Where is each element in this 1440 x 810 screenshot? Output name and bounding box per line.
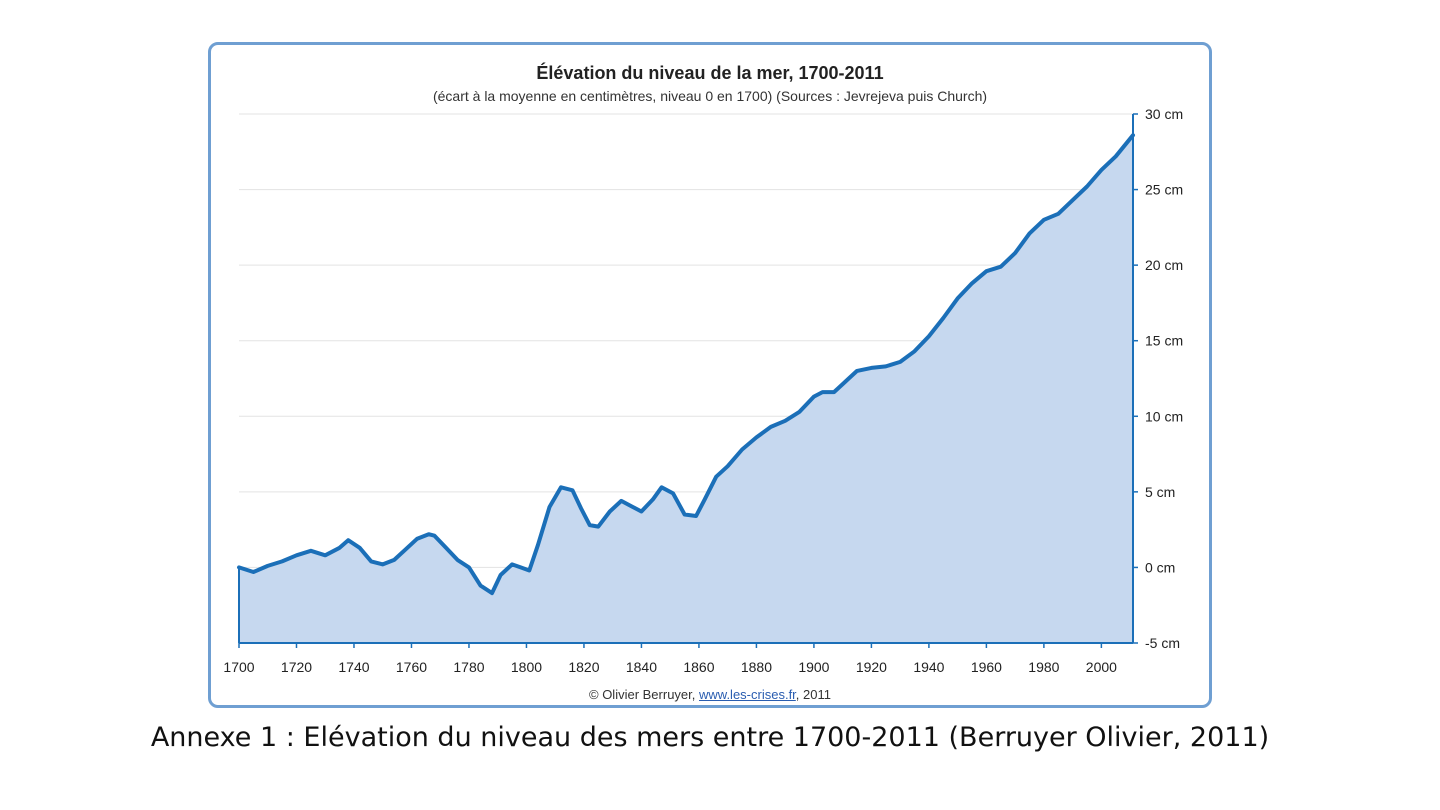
x-tick-label: 1760: [396, 659, 427, 675]
x-tick-label: 1800: [511, 659, 542, 675]
x-tick-label: 2000: [1086, 659, 1117, 675]
series-area: [239, 135, 1133, 643]
x-tick-label: 1860: [683, 659, 714, 675]
x-tick-label: 1960: [971, 659, 1002, 675]
y-tick-label: 25 cm: [1145, 182, 1183, 198]
x-tick-label: 1880: [741, 659, 772, 675]
x-tick-label: 1700: [223, 659, 254, 675]
y-tick-label: -5 cm: [1145, 635, 1180, 651]
credit-link[interactable]: www.les-crises.fr: [699, 687, 796, 702]
x-tick-label: 1840: [626, 659, 657, 675]
y-tick-label: 30 cm: [1145, 106, 1183, 122]
chart-plot: 30 cm 25 cm 20 cm 15 cm 10 cm 5 cm 0 cm -5 cm 17…: [223, 106, 1183, 675]
x-tick-label: 1740: [338, 659, 369, 675]
chart-subtitle: (écart à la moyenne en centimètres, nive…: [432, 88, 988, 104]
x-tick-label: 1980: [1028, 659, 1059, 675]
x-tick-label: 1820: [568, 659, 599, 675]
chart-title: Élévation du niveau de la mer, 1700-2011: [536, 63, 884, 83]
x-tick-label: 1900: [798, 659, 829, 675]
y-tick-label: 5 cm: [1145, 484, 1175, 500]
x-tick-label: 1780: [453, 659, 484, 675]
x-tick-label: 1940: [913, 659, 944, 675]
figure-caption: Annexe 1 : Elévation du niveau des mers …: [150, 722, 1270, 753]
y-tick-label: 10 cm: [1145, 408, 1183, 424]
chart-credit: © Olivier Berruyer, www.les-crises.fr, 2…: [211, 687, 1209, 702]
x-tick-label: 1920: [856, 659, 887, 675]
y-tick-label: 15 cm: [1145, 333, 1183, 349]
x-tick-label: 1720: [281, 659, 312, 675]
credit-year: , 2011: [795, 687, 831, 702]
series-line: [237, 133, 1135, 596]
y-tick-label: 20 cm: [1145, 257, 1183, 273]
chart-frame: Élévation du niveau de la mer, 1700-2011…: [208, 42, 1212, 708]
credit-author: © Olivier Berruyer,: [589, 687, 699, 702]
y-tick-label: 0 cm: [1145, 559, 1175, 575]
